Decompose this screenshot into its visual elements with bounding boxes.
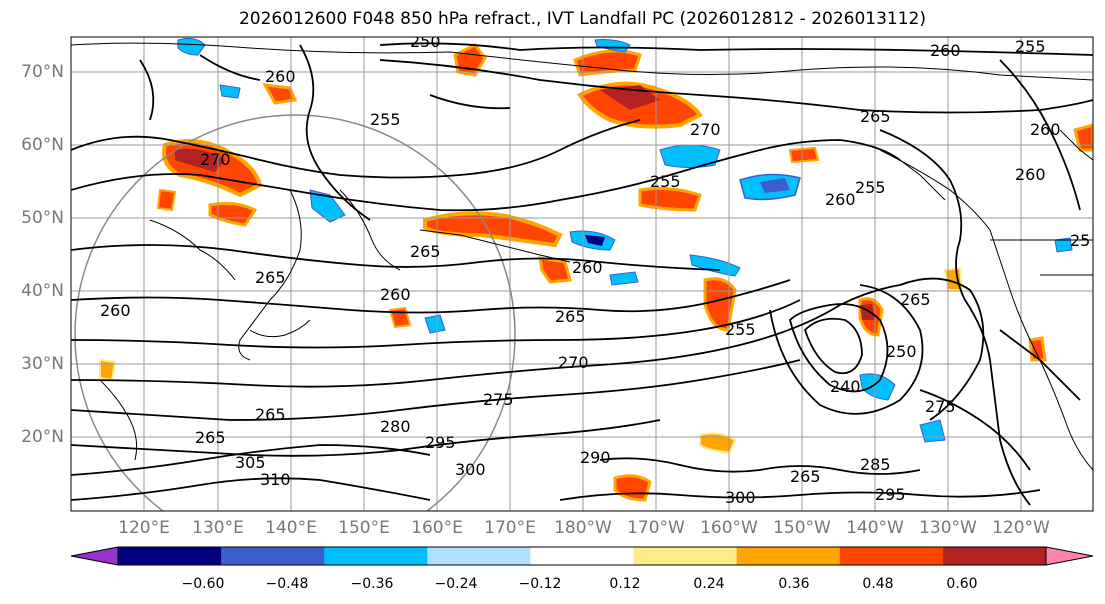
- contour-label: 260: [100, 301, 131, 320]
- lat-label: 60°N: [21, 135, 64, 155]
- lon-label: 150°E: [338, 518, 390, 538]
- contour-label: 250: [410, 32, 441, 51]
- colorbar-swatch: [118, 547, 222, 565]
- map-title: 2026012600 F048 850 hPa refract., IVT La…: [238, 9, 926, 29]
- contour-label: 240: [830, 377, 861, 396]
- lon-label: 170°W: [627, 518, 685, 538]
- contour-label: 305: [235, 453, 266, 472]
- colorbar-swatch: [839, 547, 944, 565]
- contour-label: 260: [1015, 165, 1046, 184]
- colorbar-swatch: [221, 547, 325, 565]
- contour-label: 255: [1015, 37, 1046, 56]
- contour-label: 265: [255, 268, 286, 287]
- colorbar-tick-label: −0.24: [434, 576, 478, 592]
- contour-label: 250: [886, 342, 917, 361]
- lon-label: 150°W: [773, 518, 831, 538]
- colorbar-extend-low: [71, 547, 118, 565]
- contour-label: 260: [825, 190, 856, 209]
- lat-label: 20°N: [21, 427, 64, 447]
- lon-label: 120°W: [992, 518, 1050, 538]
- contour-label: 265: [555, 307, 586, 326]
- contour-label: 295: [875, 485, 906, 504]
- lon-label: 140°E: [265, 518, 317, 538]
- contour-label: 270: [558, 353, 589, 372]
- contour-label: 265: [790, 467, 821, 486]
- lon-label: 130°W: [919, 518, 977, 538]
- lat-label: 40°N: [21, 281, 64, 301]
- contour-label: 265: [195, 428, 226, 447]
- contour-label: 265: [900, 290, 931, 309]
- colorbar-extend-high: [1046, 547, 1093, 565]
- contour-label: 25: [1070, 231, 1090, 250]
- colorbar-tick-label: −0.12: [518, 576, 562, 592]
- colorbar-swatch: [633, 547, 738, 565]
- colorbar: [70, 546, 1094, 566]
- contour-label: 270: [690, 120, 721, 139]
- contour-label: 255: [725, 320, 756, 339]
- contour-label: 285: [860, 455, 891, 474]
- colorbar-tick-label: 0.24: [693, 576, 725, 592]
- colorbar-tick-label: −0.48: [265, 576, 309, 592]
- colorbar-tick-label: 0.60: [946, 576, 978, 592]
- colorbar-swatch: [427, 547, 531, 565]
- contour-label: 260: [265, 67, 296, 86]
- contour-label: 260: [572, 258, 603, 277]
- colorbar-tick-label: 0.36: [778, 576, 810, 592]
- colorbar-tick-label: 0.12: [609, 576, 641, 592]
- contour-label: 280: [380, 417, 411, 436]
- contour-label: 300: [455, 460, 486, 479]
- lon-label: 130°E: [192, 518, 244, 538]
- contour-label: 255: [370, 110, 401, 129]
- contour-label: 300: [725, 488, 756, 507]
- contour-label: 275: [925, 397, 956, 416]
- map-frame: [70, 36, 1094, 512]
- lat-label: 50°N: [21, 208, 64, 228]
- contour-label: 260: [930, 41, 961, 60]
- colorbar-tick-label: −0.60: [181, 576, 225, 592]
- lon-label: 170°E: [484, 518, 536, 538]
- contour-label: 260: [380, 285, 411, 304]
- colorbar-swatch: [736, 547, 841, 565]
- contour-label: 295: [425, 433, 456, 452]
- colorbar-swatch: [324, 547, 428, 565]
- contour-label: 265: [860, 107, 891, 126]
- landfall-circle: [74, 114, 516, 511]
- lat-label: 70°N: [21, 62, 64, 82]
- colorbar-swatch: [942, 547, 1047, 565]
- contour-label: 310: [260, 470, 291, 489]
- lon-label: 140°W: [846, 518, 904, 538]
- lon-label: 160°E: [411, 518, 463, 538]
- contour-lines: [71, 42, 1093, 506]
- colorbar-tick-label: 0.48: [862, 576, 894, 592]
- contour-label: 255: [650, 172, 681, 191]
- coastlines: [71, 42, 1093, 471]
- contour-label: 290: [580, 448, 611, 467]
- colorbar-tick-label: −0.36: [350, 576, 394, 592]
- colorbar-swatch: [530, 547, 635, 565]
- lon-label: 160°W: [700, 518, 758, 538]
- contour-label: 260: [1030, 120, 1061, 139]
- contour-label: 255: [855, 178, 886, 197]
- lat-label: 30°N: [21, 354, 64, 374]
- contour-label: 265: [410, 242, 441, 261]
- contour-labels: 250 260 255 260 255 270 270 265 255 260 …: [100, 32, 1090, 507]
- contour-label: 265: [255, 405, 286, 424]
- contour-label: 270: [200, 150, 231, 169]
- contour-label: 275: [483, 390, 514, 409]
- lon-label: 180°W: [554, 518, 612, 538]
- lon-label: 120°E: [118, 518, 170, 538]
